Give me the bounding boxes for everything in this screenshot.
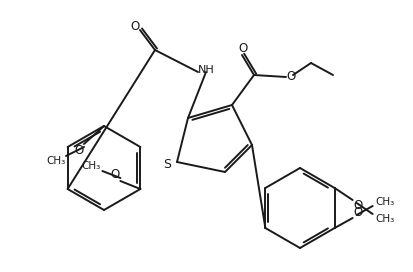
Text: O: O bbox=[74, 144, 83, 156]
Text: S: S bbox=[163, 157, 171, 171]
Text: NH: NH bbox=[197, 65, 214, 75]
Text: O: O bbox=[286, 70, 295, 82]
Text: CH₃: CH₃ bbox=[374, 197, 393, 207]
Text: O: O bbox=[352, 206, 361, 220]
Text: O: O bbox=[111, 168, 120, 181]
Text: CH₃: CH₃ bbox=[81, 161, 101, 171]
Text: O: O bbox=[130, 20, 139, 32]
Text: O: O bbox=[238, 42, 247, 54]
Text: CH₃: CH₃ bbox=[374, 214, 393, 224]
Text: CH₃: CH₃ bbox=[46, 156, 66, 166]
Text: O: O bbox=[352, 199, 361, 212]
